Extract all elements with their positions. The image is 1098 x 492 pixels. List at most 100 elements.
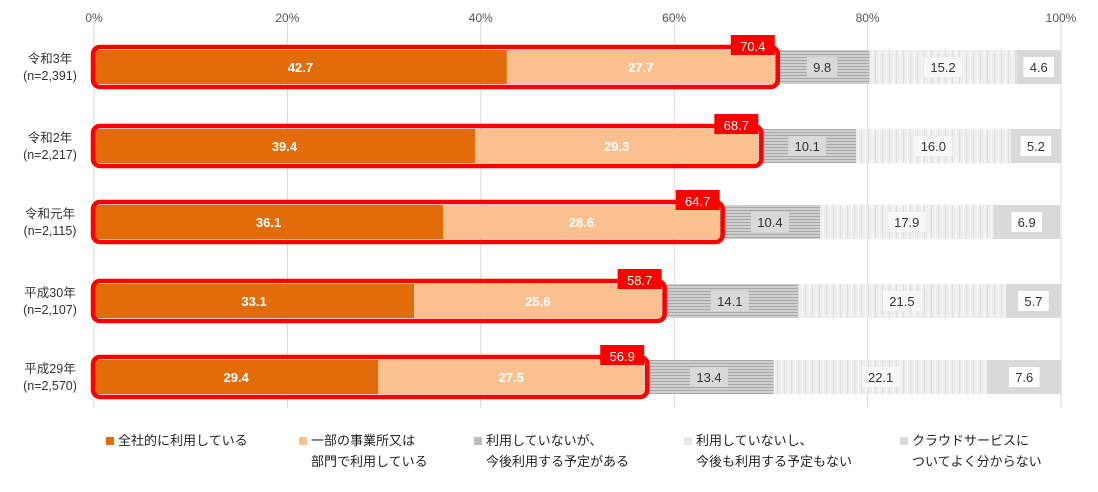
legend-label: 全社的に利用している [118,433,248,448]
x-tick-label: 20% [275,11,299,25]
data-label: 33.1 [241,294,266,309]
total-label-box [617,269,662,289]
x-tick-label: 40% [469,11,493,25]
bar-segment [506,50,775,84]
category-label: (n=2,570) [23,379,77,393]
bar-segment [378,360,645,394]
data-label: 14.1 [717,294,742,309]
category-label: (n=2,107) [23,303,77,317]
data-label: 27.5 [499,370,524,385]
legend-label: 今後も利用する予定もない [696,454,853,469]
highlight-outline [90,354,650,400]
data-label-box [882,291,921,311]
data-label-box [1020,136,1052,156]
data-label-box [788,136,827,156]
legend-label: クラウドサービスに [912,433,1030,448]
legend-item-planned: 利用していないが、今後利用する予定がある [474,430,629,472]
legend-label: 部門で利用している [311,454,428,469]
legend-swatch [106,437,114,445]
legend-item-partial: 一部の事業所又は 部門で利用している [299,430,428,472]
bar-segment [94,50,507,84]
legend: 全社的に利用している 一部の事業所又は 部門で利用している 利用していないが、今後… [0,430,1098,490]
total-label-box [600,345,645,365]
data-label: 10.1 [795,139,820,154]
bar-segment [414,284,662,318]
data-label: 13.4 [696,370,721,385]
data-label: 27.7 [628,60,653,75]
data-label-box [1011,212,1042,232]
x-tick-label: 100% [1046,11,1077,25]
data-label: 29.4 [223,370,249,385]
data-label: 10.4 [757,215,782,230]
legend-item-unknown: クラウドサービスに ついてよく分からない [900,430,1042,472]
category-label: 令和元年 [25,206,75,221]
total-label: 58.7 [627,273,652,288]
data-label-box [887,212,926,232]
category-label: 平成30年 [24,286,75,300]
data-label-box [806,57,838,77]
data-label-box [1018,291,1049,311]
highlight-outline [90,199,725,245]
bar-segment [94,360,379,394]
data-label: 7.6 [1015,370,1033,385]
data-label: 21.5 [889,294,914,309]
legend-swatch [684,437,692,445]
legend-label: 利用していないが、 [486,433,603,448]
data-label: 25.6 [525,294,550,309]
category-label: 令和2年 [28,130,72,145]
x-tick-label: 0% [85,11,103,25]
data-label: 17.9 [894,215,919,230]
bar-segment [474,129,759,163]
data-label: 42.7 [288,60,313,75]
legend-swatch [474,437,482,445]
data-label: 29.3 [604,139,629,154]
category-label: (n=2,115) [24,224,77,238]
category-label: 平成29年 [24,362,75,376]
x-tick-label: 80% [856,11,880,25]
highlight-outline [90,44,781,90]
data-label: 36.1 [256,215,281,230]
bar-segment [94,284,415,318]
legend-item-not-planned: 利用していないし、今後も利用する予定もない [684,430,852,472]
data-label: 39.4 [272,139,298,154]
data-label: 16.0 [921,139,946,154]
data-label: 6.9 [1018,215,1036,230]
data-label: 22.1 [868,370,893,385]
data-label: 5.7 [1024,294,1042,309]
data-label: 28.6 [569,215,594,230]
data-label: 5.2 [1027,139,1045,154]
total-label: 70.4 [740,39,765,54]
total-label: 68.7 [724,118,749,133]
legend-swatch [299,437,307,445]
x-tick-label: 60% [662,11,686,25]
legend-label: 一部の事業所又は [311,433,416,448]
total-label-box [730,35,775,55]
data-label-box [924,57,963,77]
legend-item-company-wide: 全社的に利用している [106,430,248,451]
legend-swatch [900,437,908,445]
data-label: 9.8 [813,60,831,75]
total-label-box [714,114,759,134]
total-label: 64.7 [685,194,710,209]
data-label-box [690,367,729,387]
data-label-box [1023,57,1055,77]
data-label-box [710,291,749,311]
legend-label: ついてよく分からない [912,454,1042,469]
category-label: (n=2,391) [23,69,77,83]
bar-segment [443,205,720,239]
data-label: 4.6 [1030,60,1048,75]
total-label: 56.9 [610,349,635,364]
data-label: 15.2 [930,60,955,75]
stacked-bar-chart: 0% 20% 40% 60% 80% 100% 令和3年 (n=2,391) 42.7 27.7… [23,11,1077,408]
data-label-box [914,136,953,156]
data-label-box [750,212,789,232]
legend-label: 今後利用する予定がある [486,454,630,469]
total-label-box [675,190,720,210]
legend-label: 利用していないし、 [696,433,813,448]
data-label-box [1009,367,1040,387]
highlight-outline [90,123,764,169]
bar-segment [94,129,475,163]
bar-segment [94,205,444,239]
highlight-outline [90,278,667,324]
category-label: (n=2,217) [23,148,77,162]
